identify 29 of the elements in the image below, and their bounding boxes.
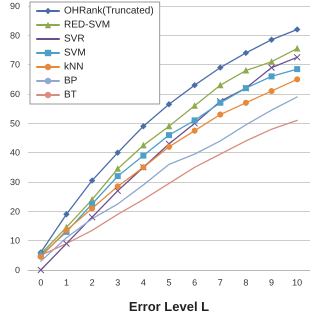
x-tick-label: 0 [38,278,44,288]
y-tick-label: 80 [10,30,20,40]
x-axis-title: Error Level L [128,299,210,314]
y-tick-label: 50 [10,118,20,128]
y-tick-label: 40 [10,148,20,158]
legend-label: OHRank(Truncated) [64,6,154,16]
legend-label: kNN [64,62,84,72]
legend-label: SVR [64,34,85,44]
x-tick-label: 9 [269,278,274,288]
x-tick-label: 5 [166,278,172,288]
legend-label: BP [64,76,78,86]
y-tick-label: 60 [10,89,20,99]
legend-label: RED-SVM [64,20,110,30]
y-tick-label: 20 [10,206,20,216]
x-tick-label: 3 [115,278,120,288]
y-tick-label: 30 [10,177,20,187]
legend-label: SVM [64,48,86,58]
x-tick-label: 2 [90,278,95,288]
x-tick-label: 4 [140,278,146,288]
x-tick-label: 6 [192,278,198,288]
y-tick-label: 10 [10,236,20,246]
x-tick-label: 1 [64,278,69,288]
x-tick-label: 10 [292,278,302,288]
x-tick-label: 7 [218,278,223,288]
x-tick-label: 8 [243,278,248,288]
y-tick-label: 0 [14,265,20,275]
y-tick-label: 90 [10,1,20,11]
y-tick-label: 70 [10,60,20,70]
legend-label: BT [64,90,77,100]
